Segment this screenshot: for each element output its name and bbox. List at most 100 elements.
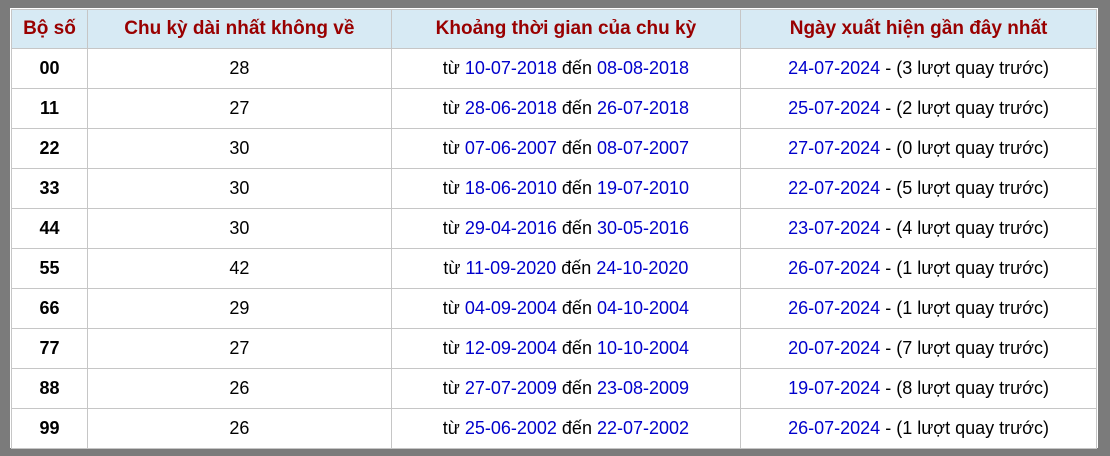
draws-ago-label: (0 lượt quay trước) — [896, 138, 1049, 158]
cycle-period-cell: từ 11-09-2020 đến 24-10-2020 — [390, 248, 742, 289]
from-word: từ — [442, 338, 460, 358]
recent-date-link[interactable]: 25-07-2024 — [788, 98, 881, 118]
to-word: đến — [561, 298, 592, 318]
recent-appearance-cell: 19-07-2024 - (8 lượt quay trước) — [740, 368, 1097, 409]
to-word: đến — [561, 58, 592, 78]
from-word: từ — [442, 138, 460, 158]
recent-appearance-cell: 24-07-2024 - (3 lượt quay trước) — [740, 48, 1097, 89]
to-word: đến — [561, 98, 592, 118]
separator-dash: - — [885, 218, 892, 238]
draws-ago-label: (3 lượt quay trước) — [896, 58, 1049, 78]
separator-dash: - — [885, 58, 892, 78]
to-date-link[interactable]: 23-08-2009 — [596, 378, 690, 398]
cycle-period-cell: từ 12-09-2004 đến 10-10-2004 — [390, 328, 742, 369]
cycle-period-cell: từ 10-07-2018 đến 08-08-2018 — [390, 48, 742, 89]
recent-date-link[interactable]: 22-07-2024 — [788, 178, 881, 198]
from-date-link[interactable]: 28-06-2018 — [464, 98, 557, 118]
recent-date-link[interactable]: 27-07-2024 — [788, 138, 881, 158]
from-date-link[interactable]: 18-06-2010 — [464, 178, 557, 198]
cycle-period-cell: từ 18-06-2010 đến 19-07-2010 — [390, 168, 742, 209]
cycle-period-cell: từ 29-04-2016 đến 30-05-2016 — [390, 208, 742, 249]
to-word: đến — [561, 418, 592, 438]
recent-appearance-cell: 27-07-2024 - (0 lượt quay trước) — [740, 128, 1097, 169]
header-row: Bộ số Chu kỳ dài nhất không về Khoảng th… — [11, 9, 1097, 49]
cycle-length-cell: 28 — [86, 48, 392, 89]
pair-cell: 88 — [11, 368, 88, 409]
table-frame: Bộ số Chu kỳ dài nhất không về Khoảng th… — [10, 8, 1098, 449]
from-word: từ — [442, 58, 460, 78]
to-word: đến — [561, 378, 592, 398]
pair-cell: 44 — [11, 208, 88, 249]
recent-date-link[interactable]: 26-07-2024 — [788, 258, 881, 278]
from-date-link[interactable]: 07-06-2007 — [464, 138, 557, 158]
to-word: đến — [561, 178, 592, 198]
pair-cell: 11 — [11, 88, 88, 129]
from-word: từ — [442, 418, 460, 438]
table-row: 22 30 từ 07-06-2007 đến 08-07-2007 27-07-20… — [11, 128, 1097, 169]
recent-date-link[interactable]: 24-07-2024 — [788, 58, 881, 78]
table-row: 77 27 từ 12-09-2004 đến 10-10-2004 20-07-20… — [11, 328, 1097, 369]
separator-dash: - — [885, 138, 892, 158]
from-word: từ — [442, 178, 460, 198]
separator-dash: - — [885, 98, 892, 118]
recent-date-link[interactable]: 26-07-2024 — [788, 298, 881, 318]
recent-appearance-cell: 26-07-2024 - (1 lượt quay trước) — [740, 408, 1097, 449]
from-word: từ — [443, 258, 461, 278]
cycle-period-cell: từ 28-06-2018 đến 26-07-2018 — [390, 88, 742, 129]
separator-dash: - — [885, 258, 892, 278]
table-row: 11 27 từ 28-06-2018 đến 26-07-2018 25-07-20… — [11, 88, 1097, 129]
recent-date-link[interactable]: 20-07-2024 — [788, 338, 881, 358]
draws-ago-label: (1 lượt quay trước) — [896, 418, 1049, 438]
cycle-length-cell: 27 — [86, 328, 392, 369]
table-row: 55 42 từ 11-09-2020 đến 24-10-2020 26-07-20… — [11, 248, 1097, 289]
cycle-period-cell: từ 27-07-2009 đến 23-08-2009 — [390, 368, 742, 409]
to-date-link[interactable]: 30-05-2016 — [596, 218, 690, 238]
to-date-link[interactable]: 08-08-2018 — [596, 58, 690, 78]
column-header-longest-cycle: Chu kỳ dài nhất không về — [86, 9, 392, 49]
cycle-length-cell: 26 — [86, 368, 392, 409]
to-date-link[interactable]: 19-07-2010 — [596, 178, 690, 198]
pair-cell: 22 — [11, 128, 88, 169]
draws-ago-label: (4 lượt quay trước) — [896, 218, 1049, 238]
separator-dash: - — [885, 378, 892, 398]
pair-cell: 00 — [11, 48, 88, 89]
to-word: đến — [561, 218, 592, 238]
to-date-link[interactable]: 24-10-2020 — [596, 258, 689, 278]
cycle-length-cell: 30 — [86, 128, 392, 169]
from-word: từ — [442, 378, 460, 398]
to-word: đến — [561, 338, 592, 358]
draws-ago-label: (1 lượt quay trước) — [896, 258, 1049, 278]
from-date-link[interactable]: 10-07-2018 — [464, 58, 557, 78]
to-date-link[interactable]: 08-07-2007 — [596, 138, 690, 158]
from-date-link[interactable]: 27-07-2009 — [464, 378, 557, 398]
draws-ago-label: (1 lượt quay trước) — [896, 298, 1049, 318]
recent-date-link[interactable]: 19-07-2024 — [788, 378, 881, 398]
to-date-link[interactable]: 22-07-2002 — [596, 418, 690, 438]
recent-appearance-cell: 26-07-2024 - (1 lượt quay trước) — [740, 288, 1097, 329]
recent-appearance-cell: 22-07-2024 - (5 lượt quay trước) — [740, 168, 1097, 209]
lottery-cycle-table: Bộ số Chu kỳ dài nhất không về Khoảng th… — [11, 9, 1097, 449]
from-date-link[interactable]: 04-09-2004 — [464, 298, 557, 318]
recent-date-link[interactable]: 26-07-2024 — [788, 418, 881, 438]
table-row: 00 28 từ 10-07-2018 đến 08-08-2018 24-07-20… — [11, 48, 1097, 89]
cycle-length-cell: 30 — [86, 168, 392, 209]
separator-dash: - — [885, 298, 892, 318]
from-word: từ — [442, 298, 460, 318]
from-date-link[interactable]: 25-06-2002 — [464, 418, 557, 438]
to-date-link[interactable]: 26-07-2018 — [596, 98, 690, 118]
table-row: 33 30 từ 18-06-2010 đến 19-07-2010 22-07-20… — [11, 168, 1097, 209]
recent-date-link[interactable]: 23-07-2024 — [788, 218, 881, 238]
to-date-link[interactable]: 10-10-2004 — [596, 338, 690, 358]
to-word: đến — [561, 258, 592, 278]
table-row: 66 29 từ 04-09-2004 đến 04-10-2004 26-07-20… — [11, 288, 1097, 329]
to-date-link[interactable]: 04-10-2004 — [596, 298, 690, 318]
from-date-link[interactable]: 11-09-2020 — [465, 258, 557, 278]
draws-ago-label: (2 lượt quay trước) — [896, 98, 1049, 118]
column-header-cycle-period: Khoảng thời gian của chu kỳ — [390, 9, 742, 49]
to-word: đến — [561, 138, 592, 158]
from-date-link[interactable]: 29-04-2016 — [464, 218, 557, 238]
pair-cell: 99 — [11, 408, 88, 449]
cycle-length-cell: 26 — [86, 408, 392, 449]
pair-cell: 33 — [11, 168, 88, 209]
from-date-link[interactable]: 12-09-2004 — [464, 338, 557, 358]
